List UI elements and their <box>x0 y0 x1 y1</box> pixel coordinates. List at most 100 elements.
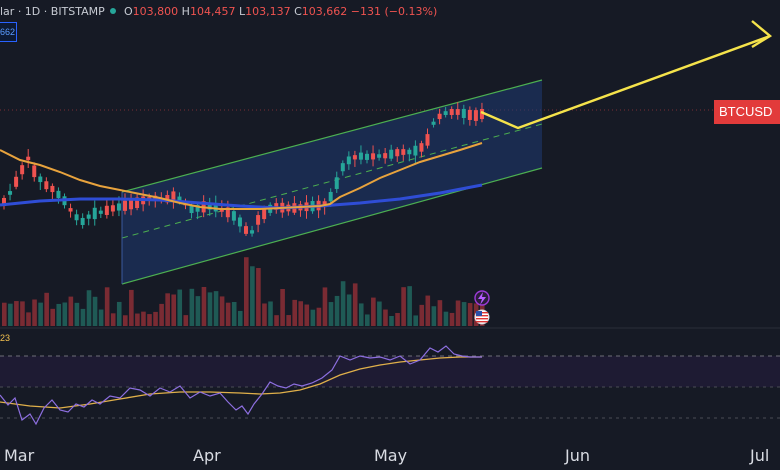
volume-bar <box>195 296 201 326</box>
x-label-may: May <box>374 446 408 465</box>
rsi-band <box>0 356 780 387</box>
candle-body <box>177 196 182 202</box>
low-key: L <box>238 5 246 18</box>
volume-bar <box>316 307 322 326</box>
close-key: C <box>294 5 302 18</box>
candle-body <box>389 149 394 159</box>
volume-bar <box>358 303 364 326</box>
candle-body <box>455 109 460 115</box>
volume-bar <box>62 302 68 326</box>
volume-bar <box>280 288 285 326</box>
candle-body <box>461 108 466 118</box>
candle-body <box>352 155 357 160</box>
x-label-jul: Jul <box>750 446 770 465</box>
candle-body <box>377 154 382 158</box>
volume-bar <box>129 289 134 326</box>
volume-bar <box>340 281 346 326</box>
us-flag-icon[interactable] <box>474 309 490 325</box>
candle-body <box>383 153 388 159</box>
candle-body <box>328 191 333 202</box>
candle-body <box>8 191 13 195</box>
volume-bar <box>86 290 92 326</box>
candle-body <box>256 215 261 225</box>
volume-bar <box>20 301 25 326</box>
candle-body <box>419 143 424 152</box>
open-key: O <box>124 5 133 18</box>
x-label-jun: Jun <box>565 446 590 465</box>
candle-body <box>225 207 230 218</box>
volume-bar <box>231 301 237 326</box>
candle-body <box>92 207 97 220</box>
candle-body <box>413 145 418 156</box>
volume-bar <box>225 302 231 326</box>
volume-bar <box>455 300 461 326</box>
projection-arrowhead <box>751 20 773 49</box>
volume-bar <box>431 306 437 326</box>
volume-bar <box>395 313 400 326</box>
candle-body <box>401 149 406 155</box>
candle-body <box>346 156 351 165</box>
volume-bar <box>449 312 455 326</box>
candle-body <box>334 177 339 189</box>
candle-body <box>86 214 91 219</box>
candle-body <box>38 176 43 183</box>
candle-body <box>395 149 400 157</box>
candle-body <box>20 165 25 175</box>
volume-bar <box>407 286 412 326</box>
volume-bar <box>425 295 431 326</box>
volume-bar <box>219 296 225 326</box>
candle-body <box>56 190 61 199</box>
candle-body <box>68 208 73 212</box>
candle-body <box>116 203 121 211</box>
candle-body <box>250 230 255 234</box>
volume-bar <box>14 301 19 326</box>
volume-bar <box>352 283 358 326</box>
candle-body <box>213 203 218 212</box>
candle-body <box>407 149 412 155</box>
x-label-mar: Mar <box>4 446 35 465</box>
candle-body <box>44 181 49 190</box>
volume-bar <box>171 294 176 326</box>
open-value: 103,800 <box>132 5 179 18</box>
volume-bar <box>304 304 310 326</box>
volume-bar <box>262 303 267 326</box>
symbol-title[interactable]: lar · 1D · BITSTAMP <box>0 5 105 18</box>
volume-bar <box>328 302 334 326</box>
volume-bar <box>467 303 473 326</box>
channel-upper-line <box>121 79 543 193</box>
ohlc-readout: O103,800 H104,457 L103,137 C103,662 −131… <box>124 5 437 18</box>
volume-bar <box>244 257 249 326</box>
candle-body <box>449 109 454 115</box>
volume-bar <box>26 312 31 326</box>
candle-body <box>431 121 436 125</box>
candle-body <box>358 152 363 160</box>
volume-bar <box>165 293 170 326</box>
candle-body <box>50 185 55 193</box>
candle-body <box>237 217 242 227</box>
candle-body <box>189 206 194 214</box>
volume-bar <box>141 311 146 326</box>
candle-body <box>340 163 345 172</box>
volume-bar <box>383 309 388 326</box>
volume-bar <box>80 308 86 326</box>
volume-bar <box>334 295 340 326</box>
candle-body <box>104 205 109 215</box>
volume-bar <box>213 291 219 326</box>
lightning-icon[interactable] <box>474 290 490 306</box>
volume-bar <box>92 296 98 326</box>
volume-bar <box>419 304 425 326</box>
candle-body <box>425 134 430 146</box>
volume-bar <box>461 302 467 326</box>
low-value: 103,137 <box>245 5 291 18</box>
candle-body <box>473 110 478 121</box>
volume-bar <box>292 299 297 326</box>
candle-body <box>80 217 85 226</box>
candle-body <box>98 210 103 214</box>
volume-bar <box>38 302 43 326</box>
candle-body <box>479 109 484 120</box>
volume-bar <box>413 315 418 326</box>
time-axis[interactable]: Mar Apr May Jun Jul <box>0 440 780 470</box>
volume-bar <box>2 302 7 326</box>
